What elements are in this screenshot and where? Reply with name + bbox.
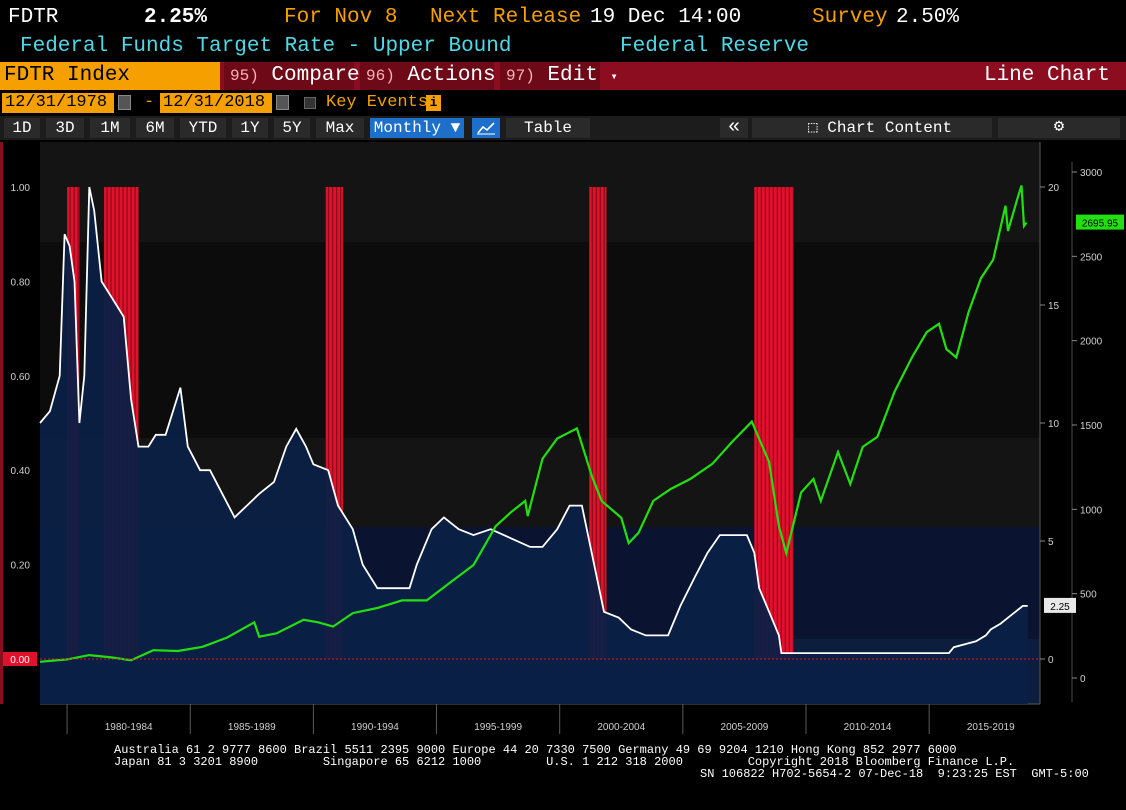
actions-label: Actions — [407, 64, 496, 87]
start-date-field[interactable]: 12/31/1978 — [2, 93, 114, 113]
date-separator: - — [144, 93, 155, 112]
left-axis-tick: 0.60 — [11, 372, 31, 383]
x-axis-tick: 2000-2004 — [597, 722, 645, 733]
compare-number: 95) — [230, 67, 259, 85]
chart-type-title: Line Chart — [983, 64, 1110, 87]
index-axis-tick: 2500 — [1080, 252, 1103, 263]
edit-label: Edit — [547, 64, 598, 87]
end-calendar-icon[interactable] — [276, 95, 289, 110]
chart-line-glyph — [477, 122, 495, 135]
actions-button[interactable]: 96) Actions ▾ — [360, 62, 515, 90]
line-style-icon[interactable] — [472, 118, 500, 138]
key-events-checkbox[interactable] — [304, 97, 316, 109]
plot-band-dark — [40, 242, 1040, 438]
ticker-symbol: FDTR — [8, 6, 59, 29]
index-axis-tick: 1000 — [1080, 505, 1103, 516]
x-axis-tick: 2005-2009 — [721, 722, 769, 733]
recession-bar — [589, 187, 607, 659]
current-value: 2.25% — [144, 6, 208, 29]
description-bar: Federal Funds Target Rate - Upper Bound … — [0, 34, 1126, 60]
edit-dropdown-icon: ▾ — [610, 70, 618, 84]
for-date: For Nov 8 — [284, 6, 398, 29]
rate-axis-tick: 5 — [1048, 537, 1054, 548]
rate-axis-tick: 10 — [1048, 419, 1060, 430]
footer-contacts-line2: Japan 81 3 3201 8900 Singapore 65 6212 1… — [114, 755, 1015, 769]
x-axis-tick: 2015-2019 — [967, 722, 1015, 733]
key-events-label: Key Events — [326, 93, 429, 112]
left-edge-strip — [0, 142, 3, 704]
survey-value: 2.50% — [896, 6, 960, 29]
x-axis-tick: 1995-1999 — [474, 722, 522, 733]
last-value-badges: 0.00 2.25 2695.95 — [3, 214, 1124, 666]
info-icon[interactable]: i — [426, 95, 441, 111]
index-axis-tick: 0 — [1080, 674, 1086, 685]
zero-badge-text: 0.00 — [10, 655, 30, 666]
index-axis-tick: 3000 — [1080, 168, 1103, 179]
edit-number: 97) — [506, 67, 535, 85]
right-index-axis-ticks: 3000 2500 2000 1500 1000 500 0 — [1071, 162, 1103, 702]
x-axis-tick: 1990-1994 — [351, 722, 399, 733]
left-axis-tick: 0.20 — [11, 561, 31, 572]
rate-line — [39, 186, 1028, 654]
left-axis-tick: 1.00 — [11, 183, 31, 194]
x-axis-tick: 1985-1989 — [228, 722, 276, 733]
footer-session-line: SN 106822 H702-5654-2 07-Dec-18 9:23:25 … — [700, 767, 1089, 781]
chart-content-button[interactable]: ⬚ Chart Content — [752, 118, 992, 138]
date-range-bar: 12/31/1978 - 12/31/2018 Key Events i — [0, 92, 1126, 114]
index-badge-text: 2695.95 — [1082, 219, 1119, 230]
rate-axis-tick: 20 — [1048, 183, 1060, 194]
survey-label: Survey — [812, 6, 888, 29]
end-date-field[interactable]: 12/31/2018 — [160, 93, 272, 113]
period-1m-button[interactable]: 1M — [90, 118, 130, 138]
index-line — [39, 185, 1028, 663]
rate-axis-tick: 15 — [1048, 301, 1060, 312]
left-axis-ticks: 1.00 0.80 0.60 0.40 0.20 — [11, 183, 31, 572]
table-button[interactable]: Table — [506, 118, 590, 138]
chart-toolbar: 1D 3D 1M 6M YTD 1Y 5Y Max Monthly ▼ Tabl… — [0, 116, 1126, 140]
index-axis-tick: 1500 — [1080, 421, 1103, 432]
chart-content-label: Chart Content — [827, 119, 953, 137]
period-max-button[interactable]: Max — [316, 118, 364, 138]
chart-content-icon: ⬚ — [808, 119, 818, 137]
period-6m-button[interactable]: 6M — [136, 118, 174, 138]
settings-icon[interactable]: ⚙ — [998, 118, 1120, 138]
line-chart: 1.00 0.80 0.60 0.40 0.20 20 15 10 5 0 3000 2500 20… — [0, 142, 1124, 734]
rate-axis-tick: 0 — [1048, 655, 1054, 666]
compare-button[interactable]: 95) Compare — [224, 62, 360, 90]
period-3d-button[interactable]: 3D — [46, 118, 84, 138]
right-rate-axis-ticks: 20 15 10 5 0 — [1040, 183, 1060, 666]
rate-area — [40, 187, 1028, 704]
edit-button[interactable]: 97) Edit ▾ — [500, 62, 618, 90]
footer-contacts-line1: Australia 61 2 9777 8600 Brazil 5511 239… — [114, 743, 957, 757]
next-release-label: Next Release — [430, 6, 582, 29]
x-axis-tick: 1980-1984 — [105, 722, 153, 733]
rate-badge-box — [1044, 597, 1076, 613]
period-ytd-button[interactable]: YTD — [180, 118, 226, 138]
data-source: Federal Reserve — [620, 35, 810, 58]
compare-label: Compare — [271, 64, 360, 87]
x-axis-tick: 2010-2014 — [844, 722, 892, 733]
index-axis-tick: 2000 — [1080, 337, 1103, 348]
period-1y-button[interactable]: 1Y — [232, 118, 268, 138]
actions-number: 96) — [366, 67, 395, 85]
zero-badge-box — [3, 652, 37, 666]
next-release-value: 19 Dec 14:00 — [590, 6, 742, 29]
x-axis-ticks: 1980-1984 1985-1989 1990-1994 1995-1999 2000… — [66, 704, 1015, 734]
period-1d-button[interactable]: 1D — [4, 118, 40, 138]
start-calendar-icon[interactable] — [118, 95, 131, 110]
index-axis-tick: 500 — [1080, 590, 1097, 601]
frequency-dropdown[interactable]: Monthly ▼ — [370, 118, 464, 138]
left-axis-tick: 0.80 — [11, 277, 31, 288]
period-5y-button[interactable]: 5Y — [274, 118, 310, 138]
security-bar: FDTR Index 95) Compare 96) Actions ▾ 97)… — [0, 62, 1126, 90]
collapse-icon[interactable]: « — [720, 118, 748, 138]
headline-bar: FDTR 2.25% For Nov 8 Next Release 19 Dec… — [0, 4, 1126, 32]
rate-badge-text: 2.25 — [1050, 602, 1070, 613]
security-description: Federal Funds Target Rate - Upper Bound — [20, 35, 512, 58]
security-field[interactable]: FDTR Index — [0, 62, 220, 90]
left-axis-tick: 0.40 — [11, 466, 31, 477]
recession-bar — [754, 187, 794, 659]
index-badge-box — [1076, 214, 1124, 230]
